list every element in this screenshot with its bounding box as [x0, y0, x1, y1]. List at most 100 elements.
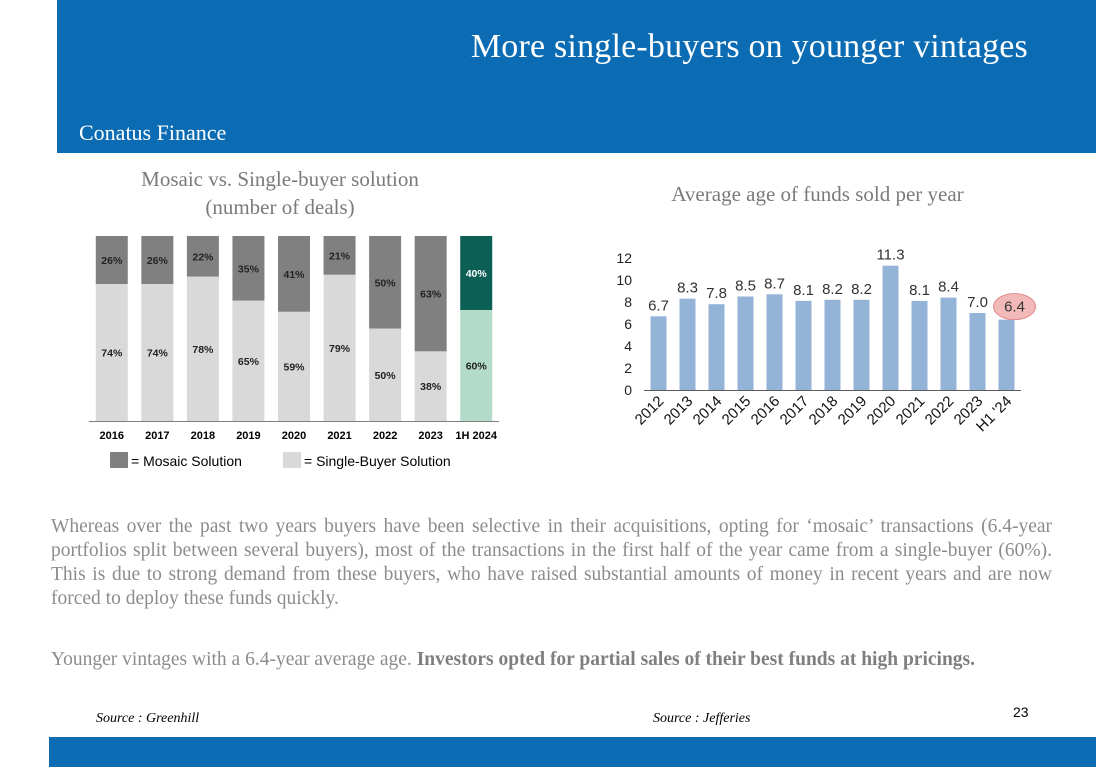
right-chart-title: Average age of funds sold per year	[671, 182, 964, 206]
mosaic-bar-2022	[369, 236, 402, 329]
x-tick-2018: 2018	[806, 393, 842, 429]
mosaic-bar-2017	[141, 236, 174, 285]
bar-2013	[679, 298, 696, 390]
legend-mosaic-label: = Mosaic Solution	[131, 453, 242, 469]
y-tick-8: 8	[624, 294, 632, 310]
mosaic-label-2016: 26%	[101, 255, 123, 267]
single-buyer-label-2023: 38%	[420, 381, 442, 393]
footer-band	[49, 737, 1096, 767]
single-buyer-bar-2018	[186, 276, 219, 421]
x-tick-2019: 2019	[835, 393, 871, 429]
x-tick-2012: 2012	[632, 393, 668, 429]
x-tick-2013: 2013	[661, 393, 697, 429]
header-band: More single-buyers on younger vintages C…	[57, 0, 1096, 153]
legend-single-buyer-swatch	[283, 452, 301, 468]
age-bar-chart: 0 2 4 6 8 10 12 6.7 2012 8.3 2013 7.8 2014 8.5 2015 8.7…	[616, 247, 1036, 435]
single-buyer-label-2019: 65%	[238, 356, 260, 368]
single-buyer-label-2021: 79%	[329, 343, 351, 355]
x-tick-2019: 2019	[236, 430, 260, 442]
single-buyer-bar-2017	[141, 284, 174, 421]
single-buyer-bar-2022	[369, 328, 402, 421]
value-label-2015: 8.5	[735, 278, 756, 295]
bar-2020	[882, 265, 899, 390]
mosaic-label-2021: 21%	[329, 250, 351, 262]
single-buyer-bar-2020	[278, 311, 310, 421]
mosaic-label-2022: 50%	[375, 277, 397, 289]
mosaic-bar-2016	[95, 236, 128, 285]
bar-2018	[824, 299, 841, 390]
x-tick-2016: 2016	[100, 430, 124, 442]
source-greenhill: Source : Greenhill	[96, 711, 200, 726]
x-tick-2018: 2018	[191, 430, 215, 442]
bar-2012	[650, 316, 667, 390]
stacked-bar-chart: 26% 74% 2016 26% 74% 2017 22% 78% 2018 35% 65% 2019…	[89, 236, 499, 469]
bar-2017	[795, 300, 812, 390]
brand-name: Conatus Finance	[79, 120, 227, 145]
bar-2022	[940, 297, 957, 390]
bar-2019	[853, 299, 870, 390]
value-label-2020: 11.3	[876, 247, 904, 264]
bar-2023	[969, 313, 986, 390]
x-tick-2023: 2023	[418, 430, 442, 442]
value-label-2018: 8.2	[822, 281, 843, 298]
mosaic-label-2020: 41%	[283, 269, 305, 281]
single-buyer-label-1h-2024: 60%	[466, 361, 488, 373]
left-chart-title-line2: (number of deals)	[205, 195, 355, 219]
x-tick-1h-2024: 1H 2024	[455, 430, 497, 442]
single-buyer-label-2022: 50%	[375, 370, 397, 382]
mosaic-bar-2023	[414, 236, 447, 352]
left-chart-title-line1: Mosaic vs. Single-buyer solution	[141, 167, 419, 191]
mosaic-label-2023: 63%	[420, 289, 442, 301]
y-tick-12: 12	[616, 250, 632, 266]
x-tick-2017: 2017	[145, 430, 169, 442]
slide-title: More single-buyers on younger vintages	[470, 28, 1028, 65]
x-tick-2022: 2022	[922, 393, 958, 429]
single-buyer-bar-2023	[414, 351, 447, 421]
single-buyer-bar-1h-2024	[460, 310, 493, 421]
value-label-2013: 8.3	[677, 280, 698, 297]
paragraph-2-bold: Investors opted for partial sales of the…	[416, 649, 975, 670]
mosaic-label-2017: 26%	[147, 255, 169, 267]
value-label-2021: 8.1	[909, 282, 930, 299]
x-tick-2014: 2014	[690, 393, 726, 429]
mosaic-bar-2019	[232, 236, 265, 301]
mosaic-label-2018: 22%	[192, 251, 214, 263]
mosaic-bar-2021	[323, 236, 356, 275]
bar-2016	[766, 294, 783, 390]
left-chart-title: Mosaic vs. Single-buyer solution (number…	[90, 165, 470, 221]
value-label-2016: 8.7	[764, 275, 785, 292]
legend-mosaic-swatch	[110, 452, 128, 468]
paragraph-2: Younger vintages with a 6.4-year average…	[51, 648, 1052, 672]
x-tick-2016: 2016	[748, 393, 784, 429]
x-tick-2017: 2017	[777, 393, 813, 429]
single-buyer-label-2018: 78%	[192, 344, 214, 356]
bar-h1-24	[998, 319, 1015, 390]
paragraph-1: Whereas over the past two years buyers h…	[51, 516, 1052, 609]
x-tick-2020: 2020	[282, 430, 306, 442]
value-label-2017: 8.1	[793, 282, 814, 299]
mosaic-bar-2020	[278, 236, 310, 312]
bar-2015	[737, 296, 754, 390]
x-tick-2015: 2015	[719, 393, 755, 429]
page-number: 23	[1013, 704, 1029, 720]
highlight-circle	[993, 293, 1036, 321]
x-tick-2021: 2021	[327, 430, 351, 442]
value-label-2019: 8.2	[851, 281, 872, 298]
y-tick-4: 4	[624, 338, 632, 354]
mosaic-label-1h-2024: 40%	[466, 268, 488, 280]
single-buyer-bar-2016	[95, 284, 128, 421]
single-buyer-label-2016: 74%	[101, 348, 123, 360]
y-tick-6: 6	[624, 316, 632, 332]
source-jefferies: Source : Jefferies	[653, 711, 751, 726]
y-tick-2: 2	[624, 360, 632, 376]
x-tick-2021: 2021	[893, 393, 929, 429]
bar-2021	[911, 300, 928, 390]
single-buyer-label-2020: 59%	[283, 361, 305, 373]
value-label-h1-24: 6.4	[1004, 299, 1025, 316]
value-label-2023: 7.0	[967, 294, 988, 311]
single-buyer-bar-2019	[232, 300, 265, 421]
value-label-2012: 6.7	[648, 297, 669, 314]
value-label-2022: 8.4	[938, 279, 959, 296]
single-buyer-label-2017: 74%	[147, 348, 169, 360]
mosaic-label-2019: 35%	[238, 263, 260, 275]
